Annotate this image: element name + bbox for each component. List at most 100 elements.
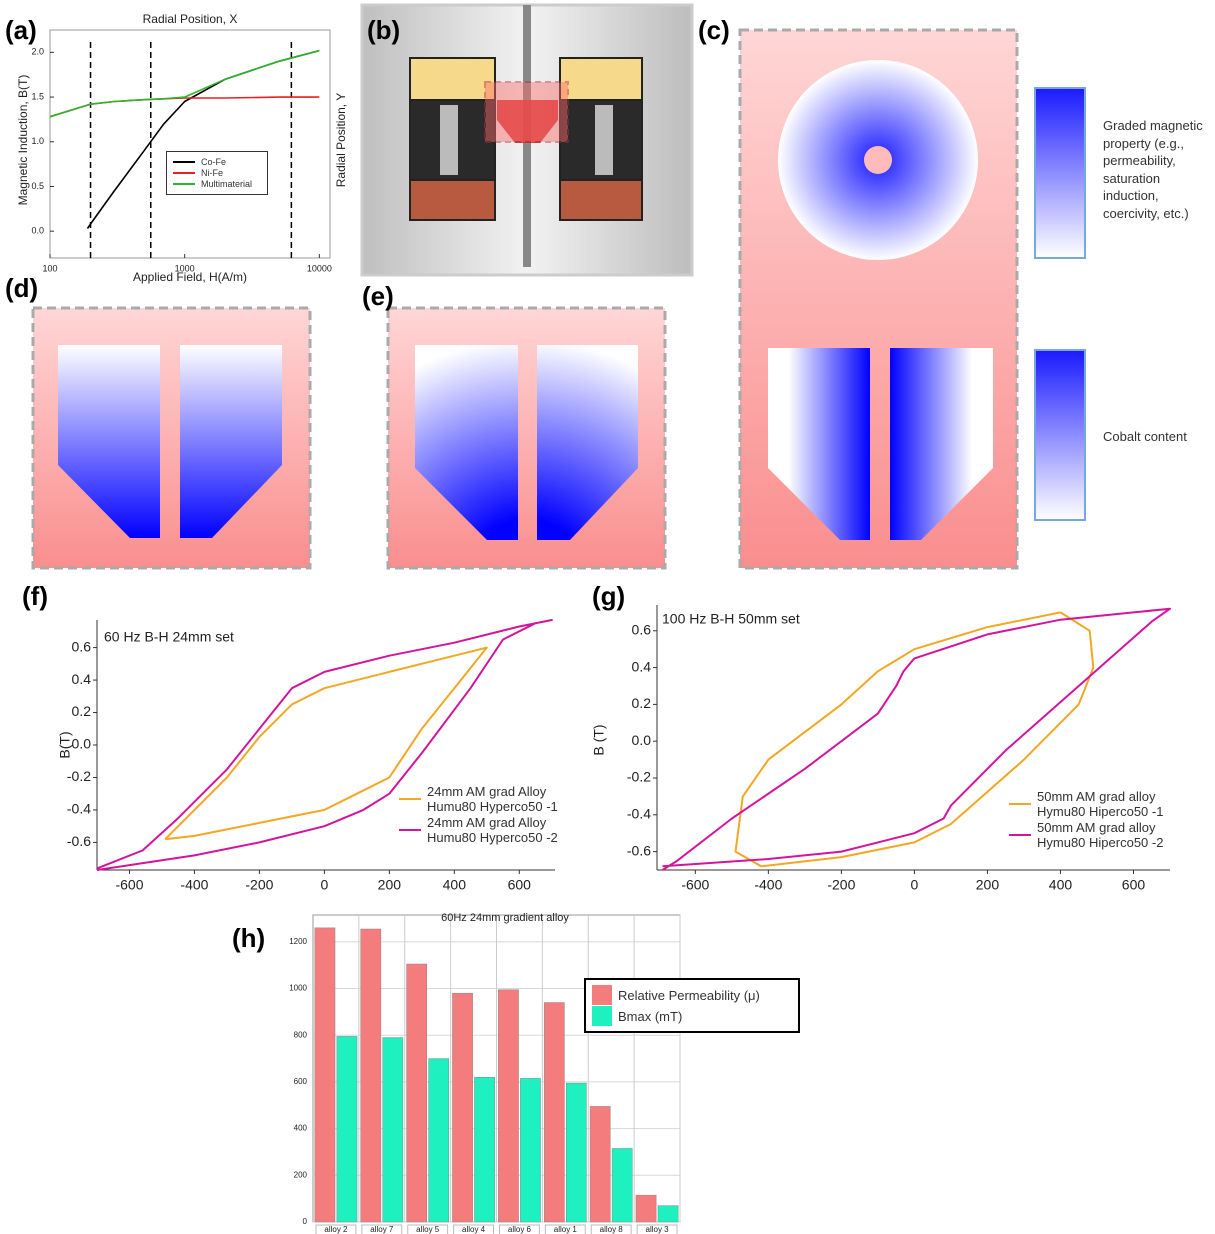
- legend-label: Co-Fe: [201, 157, 226, 167]
- y-tick-label: 0.0: [72, 736, 92, 752]
- bar: [383, 1038, 403, 1222]
- x-tick-label: alloy 4: [462, 1225, 486, 1234]
- y-tick-label: 0.6: [632, 621, 652, 637]
- x-tick-label: -200: [245, 877, 273, 893]
- y-tick-label: 0.5: [31, 181, 44, 191]
- y-axis-label: Magnetic Induction, B(T): [16, 75, 30, 206]
- legend-label: 50mm AM grad alloy Hymu80 Hiperco50 -2: [1037, 820, 1179, 850]
- bar: [566, 1083, 586, 1222]
- x-tick-label: 0: [320, 877, 328, 893]
- x-tick-label: alloy 1: [554, 1225, 578, 1234]
- x-tick-label: 200: [378, 877, 402, 893]
- panel-label: (b): [367, 15, 400, 45]
- y-tick-label: 0: [303, 1217, 308, 1226]
- diagram-c: [740, 30, 1085, 568]
- bar: [337, 1036, 357, 1222]
- y-tick-label: 1.0: [31, 136, 44, 146]
- x-tick-label: 100: [42, 263, 57, 273]
- bar: [315, 928, 335, 1222]
- y-tick-label: 0.4: [632, 658, 652, 674]
- y-tick-label: 1200: [289, 937, 307, 946]
- bar: [452, 993, 472, 1222]
- legend-swatch: [1009, 834, 1031, 836]
- x-tick-label: 600: [1122, 877, 1146, 893]
- diagram-e: [388, 308, 665, 568]
- legend-entry: Bmax (mT): [592, 1006, 792, 1026]
- legend-swatch: [399, 829, 421, 831]
- legend-label: 24mm AM grad Alloy Humu80 Hyperco50 -1: [427, 784, 569, 814]
- bar: [658, 1206, 678, 1222]
- y-tick-label: 0.4: [72, 671, 92, 687]
- bar: [520, 1078, 540, 1222]
- y-tick-label: 800: [294, 1030, 308, 1039]
- y-tick-label: 0.0: [632, 732, 652, 748]
- legend-entry: 24mm AM grad Alloy Humu80 Hyperco50 -2: [399, 815, 569, 845]
- legend-label: 24mm AM grad Alloy Humu80 Hyperco50 -2: [427, 815, 569, 845]
- chart-title: 100 Hz B-H 50mm set: [662, 611, 800, 627]
- plot-frame: [50, 30, 330, 258]
- side-label: Radial Position, Y: [334, 93, 348, 188]
- legend-label: Multimaterial: [201, 179, 252, 189]
- y-tick-label: 200: [294, 1170, 308, 1179]
- y-axis-label: B (T): [591, 724, 607, 755]
- y-tick-label: -0.2: [627, 769, 651, 785]
- legend: Co-FeNi-FeMultimaterial: [166, 151, 268, 195]
- x-axis-label: Applied Field, H(A/m): [133, 270, 247, 284]
- legend-swatch: [592, 985, 612, 1005]
- bar: [429, 1059, 449, 1222]
- y-tick-label: 0.2: [632, 695, 652, 711]
- bar: [498, 990, 518, 1222]
- y-tick-label: 1000: [289, 984, 307, 993]
- panel-label: (d): [5, 273, 38, 303]
- legend-swatch: [173, 172, 195, 174]
- y-tick-label: 600: [294, 1077, 308, 1086]
- bar: [361, 929, 381, 1222]
- legend-swatch: [592, 1006, 612, 1026]
- y-tick-label: -0.6: [627, 842, 651, 858]
- y-tick-label: -0.2: [67, 768, 91, 784]
- x-tick-label: -400: [754, 877, 782, 893]
- panel-label: (f): [22, 581, 48, 611]
- x-tick-label: -400: [180, 877, 208, 893]
- bar: [544, 1003, 564, 1222]
- y-tick-label: -0.6: [67, 833, 91, 849]
- x-tick-label: 400: [443, 877, 467, 893]
- x-tick-label: 0: [911, 877, 919, 893]
- y-axis-label: B(T): [57, 731, 73, 758]
- y-tick-label: 0.6: [72, 638, 92, 654]
- y-tick-label: -0.4: [627, 805, 651, 821]
- y-tick-label: 1.5: [31, 91, 44, 101]
- legend-entry: 50mm AM grad alloy Hymu80 Hiperco50 -2: [1009, 820, 1179, 850]
- x-tick-label: alloy 6: [508, 1225, 532, 1234]
- x-tick-label: 200: [976, 877, 1000, 893]
- diagram-d: [33, 308, 310, 568]
- y-tick-label: -0.4: [67, 801, 91, 817]
- x-tick-label: alloy 2: [324, 1225, 348, 1234]
- chart-title: 60 Hz B-H 24mm set: [104, 629, 234, 645]
- x-tick-label: alloy 3: [646, 1225, 670, 1234]
- legend-entry: Ni-Fe: [173, 168, 261, 178]
- panel-label: (c): [698, 15, 730, 45]
- bar: [590, 1106, 610, 1222]
- legend-entry: Co-Fe: [173, 157, 261, 167]
- y-tick-label: 0.0: [31, 226, 44, 236]
- bar: [407, 964, 427, 1222]
- x-tick-label: -600: [681, 877, 709, 893]
- x-tick-label: -600: [115, 877, 143, 893]
- x-tick-label: alloy 8: [600, 1225, 624, 1234]
- bar: [612, 1148, 632, 1222]
- legend-label: Ni-Fe: [201, 168, 223, 178]
- bar: [636, 1195, 656, 1222]
- colorbar-label: Graded magnetic property (e.g., permeabi…: [1103, 117, 1215, 222]
- chart-title: Radial Position, X: [143, 12, 238, 26]
- panel-label: (a): [5, 15, 37, 45]
- panel-label: (g): [592, 581, 625, 611]
- panel-label: (e): [362, 281, 394, 311]
- legend-swatch: [173, 183, 195, 185]
- x-tick-label: -200: [827, 877, 855, 893]
- y-tick-label: 2.0: [31, 47, 44, 57]
- legend-label: Bmax (mT): [618, 1009, 682, 1024]
- x-tick-label: alloy 5: [416, 1225, 440, 1234]
- legend-entry: 50mm AM grad alloy Hymu80 Hiperco50 -1: [1009, 789, 1179, 819]
